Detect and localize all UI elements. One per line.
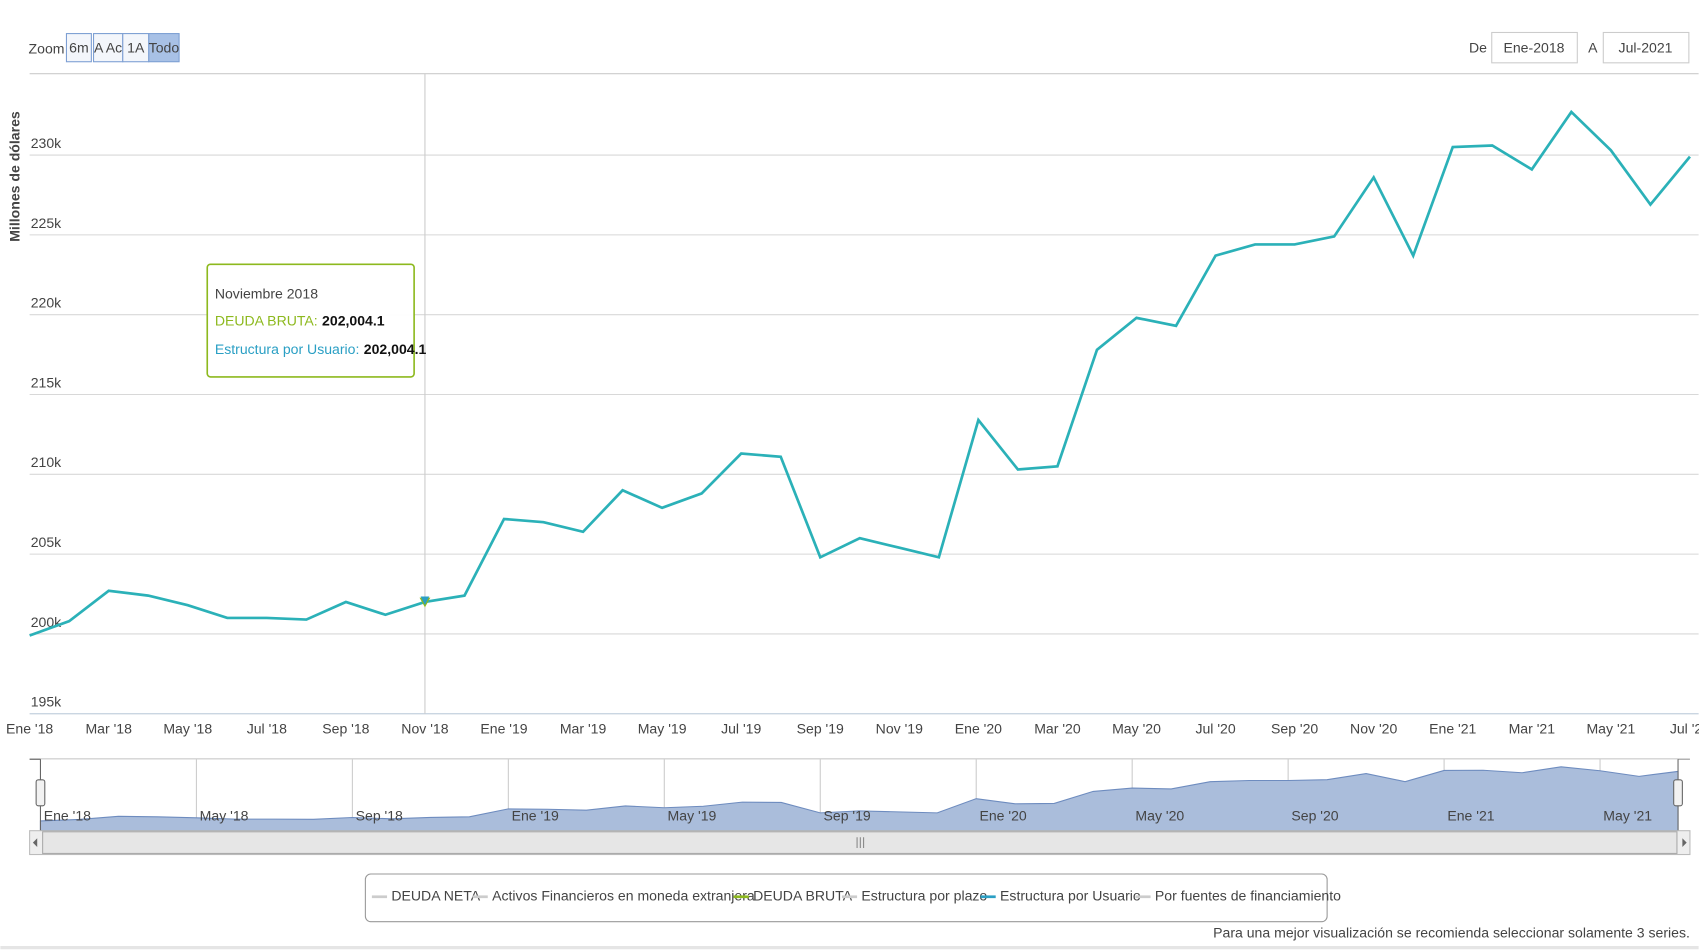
x-tick-label: May '20 xyxy=(1112,721,1161,737)
range-input[interactable] xyxy=(1602,31,1690,64)
y-tick-label: 210k xyxy=(31,454,62,470)
legend-item[interactable]: DEUDA NETA xyxy=(391,887,480,903)
y-tick-label: 225k xyxy=(31,215,62,231)
x-tick-label: Ene '19 xyxy=(480,721,527,737)
navigator-label: Ene '19 xyxy=(512,807,559,823)
navigator-label: Ene '20 xyxy=(979,807,1026,823)
zoom-button[interactable] xyxy=(122,33,150,63)
zoom-button-label[interactable]: Todo xyxy=(149,39,180,55)
zoom-button[interactable] xyxy=(65,33,92,63)
x-tick-label: Ene '20 xyxy=(955,721,1002,737)
scrollbar-arrow[interactable] xyxy=(1682,838,1687,847)
navigator-label: Ene '21 xyxy=(1447,807,1494,823)
navigator-label: May '18 xyxy=(200,807,249,823)
note: Para una mejor visualización se recomien… xyxy=(1213,924,1690,940)
x-tick-label: Mar '19 xyxy=(560,721,607,737)
x-tick-label: Ene '18 xyxy=(6,721,53,737)
navigator-label: May '20 xyxy=(1135,807,1184,823)
navigator-label: May '19 xyxy=(668,807,717,823)
x-tick-label: Nov '18 xyxy=(401,721,448,737)
legend-item[interactable]: DEUDA BRUTA xyxy=(753,887,853,903)
x-tick-label: Mar '18 xyxy=(85,721,132,737)
x-tick-label: May '19 xyxy=(638,721,687,737)
series-line xyxy=(29,109,1691,637)
y-tick-label: 220k xyxy=(31,295,62,311)
tooltip-row: DEUDA BRUTA: 202,004.1 xyxy=(215,312,385,328)
tooltip-box xyxy=(206,263,415,378)
x-tick-label: Jul '19 xyxy=(721,721,761,737)
tooltip-title: Noviembre 2018 xyxy=(215,285,318,301)
range-to-label: A xyxy=(1588,39,1598,55)
y-axis-title: Millones de dólares xyxy=(6,111,22,242)
legend-item[interactable]: Estructura por Usuario xyxy=(1000,887,1141,903)
y-tick-label: 230k xyxy=(31,135,62,151)
navigator-label: Sep '20 xyxy=(1291,807,1338,823)
x-tick-label: Mar '20 xyxy=(1034,721,1081,737)
tooltip-row: Estructura por Usuario: 202,004.1 xyxy=(215,341,427,357)
x-tick-label: Nov '19 xyxy=(876,721,923,737)
navigator-label: Sep '18 xyxy=(356,807,403,823)
zoom-label: Zoom xyxy=(29,41,65,57)
legend-item[interactable]: Por fuentes de financiamiento xyxy=(1155,887,1341,903)
legend-item[interactable]: Activos Financieros en moneda extranjera xyxy=(492,887,755,903)
zoom-button-label[interactable]: 6m xyxy=(69,39,89,55)
y-tick-label: 195k xyxy=(31,694,62,710)
x-tick-label: Sep '19 xyxy=(797,721,844,737)
y-tick-label: 200k xyxy=(31,614,62,630)
legend-item[interactable]: Estructura por plazo xyxy=(861,887,987,903)
zoom-button[interactable] xyxy=(92,33,124,63)
x-tick-label: Ene '21 xyxy=(1429,721,1476,737)
navigator-label: May '21 xyxy=(1603,807,1652,823)
y-tick-label: 215k xyxy=(31,374,62,390)
x-tick-label: May '21 xyxy=(1586,721,1635,737)
x-tick-label: Mar '21 xyxy=(1509,721,1556,737)
tooltip-value: 202,004.1 xyxy=(364,341,427,357)
x-tick-label: Jul '21 xyxy=(1670,721,1699,737)
x-tick-label: Jul '20 xyxy=(1195,721,1235,737)
range-input[interactable] xyxy=(1491,31,1578,64)
navigator-label: Ene '18 xyxy=(44,807,91,823)
x-tick-label: Nov '20 xyxy=(1350,721,1397,737)
navigator-handle[interactable] xyxy=(1673,779,1683,807)
zoom-button-label[interactable]: 1A xyxy=(127,39,145,55)
navigator-handle[interactable] xyxy=(35,779,46,807)
scrollbar-arrow[interactable] xyxy=(32,838,38,847)
navigator-label: Sep '19 xyxy=(824,807,871,823)
navigator-area xyxy=(39,766,1679,832)
tooltip-series-name: Estructura por Usuario: xyxy=(215,341,360,357)
y-tick-label: 205k xyxy=(31,534,62,550)
zoom-button[interactable] xyxy=(148,33,180,63)
x-tick-label: May '18 xyxy=(163,721,212,737)
range-to[interactable]: Jul-2021 xyxy=(1619,39,1673,55)
tooltip-value: 202,004.1 xyxy=(322,312,385,328)
scrollbar-grip xyxy=(856,837,865,849)
x-tick-label: Jul '18 xyxy=(247,721,287,737)
x-tick-label: Sep '20 xyxy=(1271,721,1318,737)
hover-marker xyxy=(420,596,430,606)
tooltip-series-name: DEUDA BRUTA: xyxy=(215,312,318,328)
zoom-button-label[interactable]: A Ac xyxy=(94,39,122,55)
range-from[interactable]: Ene-2018 xyxy=(1503,39,1564,55)
x-tick-label: Sep '18 xyxy=(322,721,369,737)
range-from-label: De xyxy=(1469,39,1487,55)
